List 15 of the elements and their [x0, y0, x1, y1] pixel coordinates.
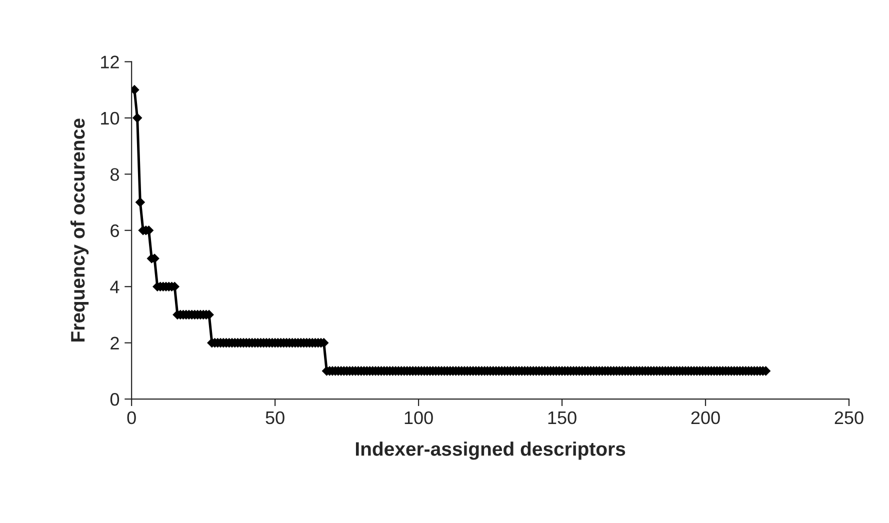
- x-axis-title: Indexer-assigned descriptors: [356, 442, 626, 460]
- y-axis-title: Frequency of occurence: [70, 118, 89, 342]
- y-tick-label: 12: [101, 56, 119, 68]
- y-tick-label: 10: [101, 112, 120, 125]
- y-tick-label: 4: [110, 280, 120, 294]
- y-tick-label: 6: [110, 224, 119, 238]
- y-tick-label: 2: [110, 336, 119, 350]
- x-tick-label: 150: [548, 411, 576, 424]
- x-tick-label: 200: [691, 411, 720, 424]
- x-tick-label: 100: [404, 411, 433, 424]
- x-tick-label: 250: [834, 411, 864, 424]
- y-tick-label: 0: [110, 392, 120, 406]
- x-tick-label: 50: [266, 411, 284, 424]
- y-tick-label: 8: [110, 168, 119, 181]
- x-tick-label: 0: [127, 411, 136, 424]
